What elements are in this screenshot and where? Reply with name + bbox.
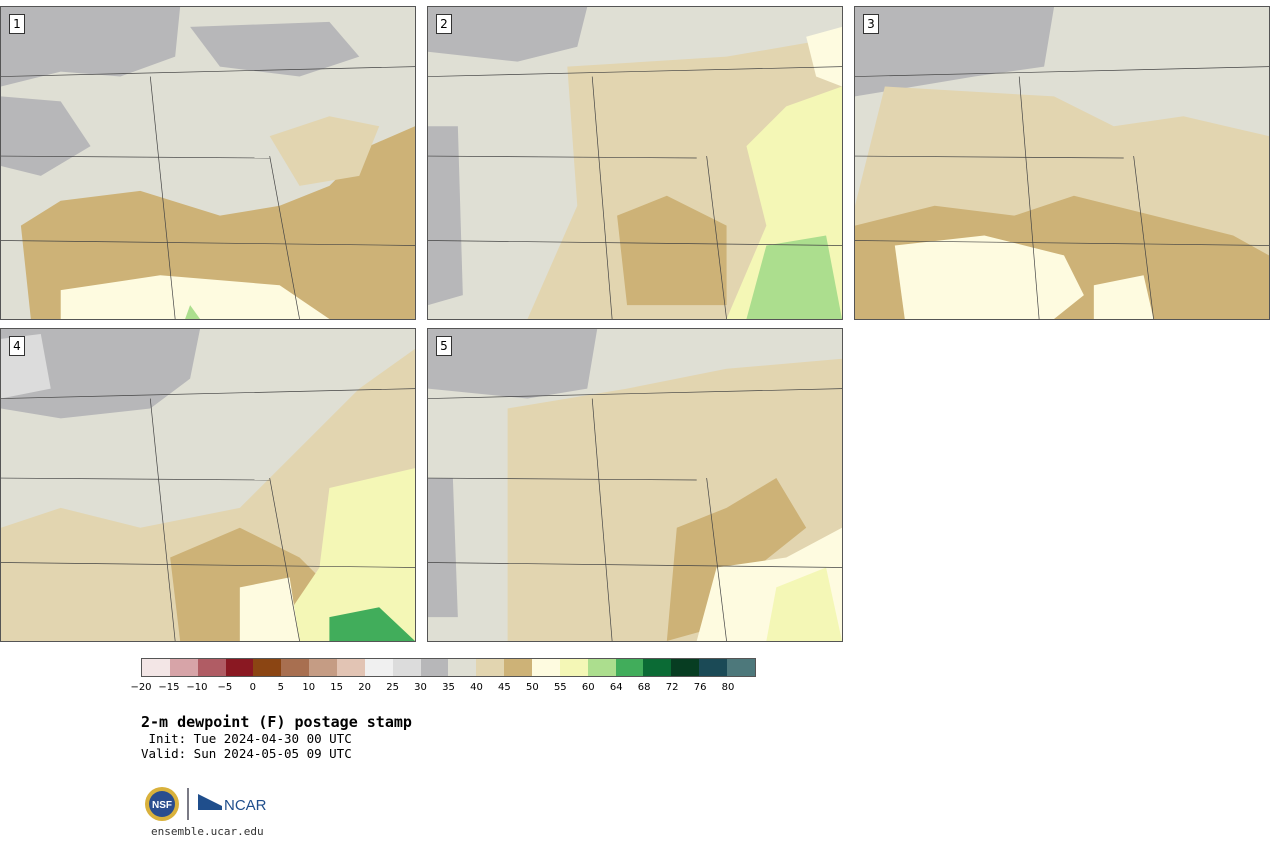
colorbar-tick-label: 15 [330, 682, 344, 693]
colorbar-swatch [197, 659, 226, 676]
colorbar-swatch [420, 659, 449, 676]
colorbar-swatch [142, 659, 170, 676]
colorbar-swatch [587, 659, 616, 676]
ensemble-member-panel-2: 2 [427, 6, 843, 320]
colorbar-tick-label: 76 [693, 682, 707, 693]
colorbar-tick-label: 45 [498, 682, 511, 693]
colorbar-tick-label: 68 [637, 682, 651, 693]
colorbar-swatch [727, 659, 755, 676]
colorbar-tick-label: 20 [358, 682, 371, 693]
colorbar-swatch [615, 659, 644, 676]
dewpoint-map-4 [1, 329, 415, 641]
colorbar-tick-label: −15 [158, 682, 180, 693]
site-url: ensemble.ucar.edu [151, 825, 264, 838]
panel-number-label: 3 [863, 14, 879, 34]
valid-time: Valid: Sun 2024-05-05 09 UTC [141, 746, 352, 761]
colorbar-swatch [559, 659, 588, 676]
colorbar-tick-label: −5 [217, 682, 233, 693]
colorbar-swatch [532, 659, 560, 676]
colorbar-swatch [364, 659, 393, 676]
colorbar-swatch [281, 659, 310, 676]
nsf-logo-text: NSF [152, 800, 172, 811]
colorbar-tick-label: 64 [609, 682, 623, 693]
colorbar-tick-label: 80 [721, 682, 735, 693]
colorbar-tick-label: 60 [581, 682, 595, 693]
colorbar-swatch [671, 659, 700, 676]
colorbar-tick-labels: −20 −15 −10 −5 0 5 10 15 20 25 30 35 40 45 50 55 60 64 68 7… [130, 682, 756, 696]
colorbar-tick-label: 50 [525, 682, 539, 693]
dewpoint-colorbar [141, 658, 756, 677]
colorbar-tick-label: 0 [249, 682, 256, 693]
dewpoint-map-5 [428, 329, 842, 641]
colorbar-swatch [699, 659, 728, 676]
colorbar-tick-label: 72 [665, 682, 679, 693]
ncar-logo-icon: NCAR [198, 794, 267, 814]
ensemble-member-panel-3: 3 [854, 6, 1270, 320]
colorbar-tick-label: 40 [470, 682, 483, 693]
colorbar-swatch [253, 659, 282, 676]
colorbar-swatch [337, 659, 365, 676]
colorbar-swatch [309, 659, 338, 676]
init-time: Init: Tue 2024-04-30 00 UTC [141, 731, 352, 746]
colorbar-tick-label: −20 [130, 682, 152, 693]
dewpoint-map-1 [1, 7, 415, 319]
colorbar-swatch [504, 659, 533, 676]
dewpoint-map-3 [855, 7, 1269, 319]
ensemble-member-panel-1: 1 [0, 6, 416, 320]
colorbar-tick-label: 5 [277, 682, 284, 693]
colorbar-swatch [643, 659, 672, 676]
colorbar-tick-label: 55 [553, 682, 567, 693]
ncar-logo-text: NCAR [224, 797, 267, 814]
logos: NSF NCAR [145, 787, 267, 821]
ensemble-member-panel-5: 5 [427, 328, 843, 642]
panel-number-label: 1 [9, 14, 25, 34]
colorbar-swatch [476, 659, 505, 676]
colorbar-tick-label: −10 [186, 682, 208, 693]
colorbar-tick-label: 30 [414, 682, 427, 693]
panel-number-label: 4 [9, 336, 25, 356]
panel-number-label: 5 [436, 336, 452, 356]
ensemble-member-panel-4: 4 [0, 328, 416, 642]
chart-title: 2-m dewpoint (F) postage stamp [141, 713, 412, 731]
colorbar-swatch [392, 659, 421, 676]
colorbar-tick-label: 25 [386, 682, 399, 693]
panel-number-label: 2 [436, 14, 452, 34]
colorbar-tick-label: 35 [442, 682, 455, 693]
nsf-logo-icon: NSF [145, 787, 179, 821]
colorbar-swatch [448, 659, 477, 676]
colorbar-swatch [169, 659, 198, 676]
colorbar-tick-label: 10 [302, 682, 316, 693]
dewpoint-map-2 [428, 7, 842, 319]
colorbar-swatch [225, 659, 254, 676]
